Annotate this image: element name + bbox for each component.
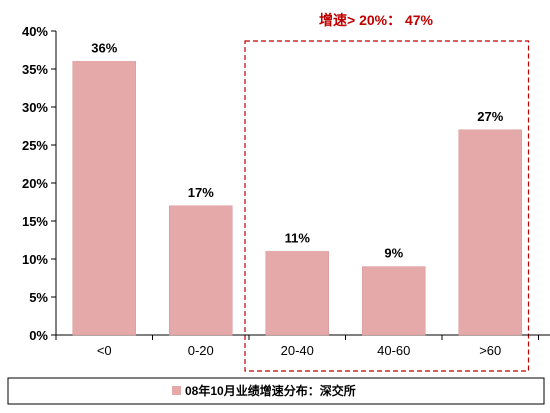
bar <box>265 251 329 336</box>
y-tick-label: 5% <box>29 290 48 305</box>
y-tick-label: 30% <box>22 100 48 115</box>
y-tick-label: 20% <box>22 176 48 191</box>
data-label: 36% <box>91 40 117 55</box>
legend-frame <box>7 377 545 405</box>
y-tick-label: 10% <box>22 252 48 267</box>
labels: 36% <0 17% 0-20 11% 20-40 9% 40-60 27% >60 <box>91 40 503 358</box>
bars <box>72 61 522 336</box>
data-label: 27% <box>477 109 503 124</box>
x-tick-label: 40-60 <box>377 343 410 358</box>
bar <box>72 61 136 336</box>
y-tick-label: 35% <box>22 62 48 77</box>
legend: 08年10月业绩增速分布：深交所 <box>7 377 545 405</box>
bar <box>169 205 233 336</box>
data-label: 11% <box>285 230 311 245</box>
bar <box>458 129 522 336</box>
legend-swatch <box>172 386 181 395</box>
bar <box>362 266 426 336</box>
x-tick-label: 0-20 <box>188 343 214 358</box>
data-label: 17% <box>188 185 214 200</box>
x-tick-label: >60 <box>479 343 501 358</box>
highlight-box <box>244 40 530 372</box>
annotation-text: 增速> 20%： 47% <box>319 12 434 28</box>
y-tick-label: 15% <box>22 214 48 229</box>
y-tick-label: 40% <box>22 24 48 39</box>
y-tick-label: 0% <box>29 328 48 343</box>
x-tick-label: <0 <box>97 343 112 358</box>
x-tick-label: 20-40 <box>281 343 314 358</box>
legend-label: 08年10月业绩增速分布：深交所 <box>185 383 356 398</box>
data-label: 9% <box>384 246 403 261</box>
y-tick-label: 25% <box>22 138 48 153</box>
